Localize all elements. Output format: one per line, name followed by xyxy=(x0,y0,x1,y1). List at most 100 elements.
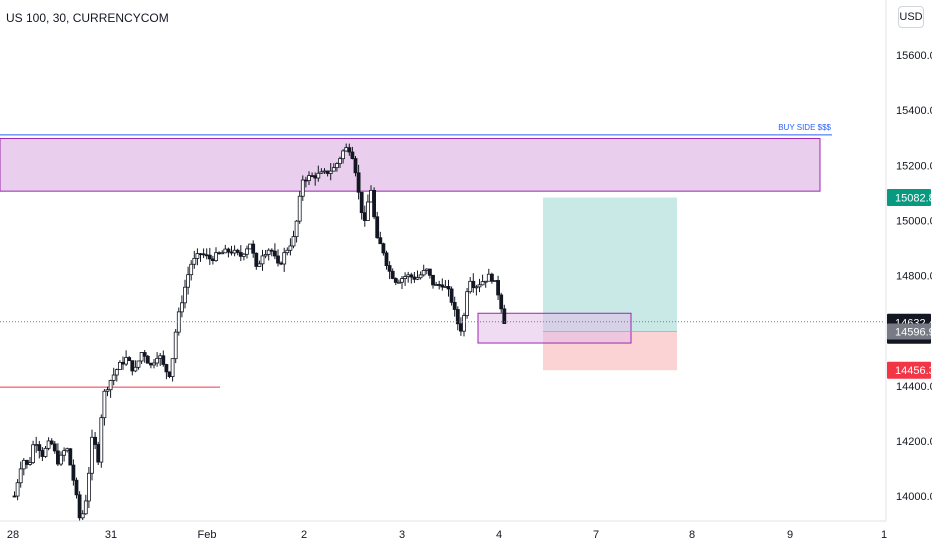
candle-body xyxy=(59,454,63,465)
candle-body xyxy=(465,291,470,316)
candle-body xyxy=(396,281,401,284)
price-axis[interactable]: 15600.0 15400.0 15200.0 15000.0 14800.0 14400… xyxy=(885,0,932,550)
candle-body xyxy=(353,158,358,174)
candle-body xyxy=(421,270,426,276)
candle-body xyxy=(418,274,423,279)
candle-body xyxy=(74,479,79,496)
y-tick-label: 15400.0 xyxy=(896,105,932,117)
candle-body xyxy=(483,280,488,283)
candle-body xyxy=(251,243,256,254)
candle-body xyxy=(350,151,355,159)
candle-body xyxy=(105,389,110,392)
candle-body xyxy=(424,268,429,271)
candle-body xyxy=(80,513,85,519)
candle-body xyxy=(173,331,178,360)
candle-body xyxy=(71,464,76,481)
demand-zone xyxy=(477,312,632,344)
candle-body xyxy=(214,252,218,262)
candle-body xyxy=(198,253,203,256)
candle-body xyxy=(111,374,116,381)
candle-body xyxy=(390,270,395,279)
candle-body xyxy=(341,150,346,160)
currency-button[interactable]: USD xyxy=(898,6,924,28)
candle-body xyxy=(269,249,274,252)
x-tick-label: 3 xyxy=(399,529,405,541)
candle-body xyxy=(331,167,336,172)
entry-price-label-bg xyxy=(887,323,931,340)
candle-body xyxy=(201,253,206,256)
y-tick-label: 15200.0 xyxy=(896,160,932,172)
candle-body xyxy=(384,252,389,266)
candle-body xyxy=(83,500,88,515)
candle-body xyxy=(189,263,194,276)
y-tick-label: 14800.0 xyxy=(896,271,932,283)
candle-body xyxy=(375,216,380,239)
candle-body xyxy=(403,276,408,279)
candle-body xyxy=(462,315,466,332)
target-zone xyxy=(543,197,677,332)
candle-body xyxy=(15,482,20,497)
price-axis-bg xyxy=(886,0,932,550)
candle-body xyxy=(276,255,280,264)
candle-body xyxy=(412,276,417,280)
candle-body xyxy=(183,286,187,304)
candle-body xyxy=(285,249,290,254)
candle-body xyxy=(303,179,308,182)
candle-body xyxy=(486,273,491,282)
candle-body xyxy=(142,352,147,357)
candle-body xyxy=(471,280,476,289)
candle-body xyxy=(130,360,135,372)
candle-body xyxy=(458,323,463,332)
x-tick-label: 4 xyxy=(496,529,502,541)
candle-body xyxy=(381,243,386,254)
candle-body xyxy=(195,253,200,259)
candle-body xyxy=(31,444,36,464)
candle-body xyxy=(56,450,60,465)
chart-drawings: BUY SIDE $$$ xyxy=(0,123,832,388)
candle-body xyxy=(347,147,352,153)
candle-body xyxy=(217,252,222,255)
x-tick-label: 2 xyxy=(301,529,307,541)
candle-body xyxy=(446,286,451,290)
candle-body xyxy=(223,248,228,254)
candle-body xyxy=(415,277,420,280)
candle-body xyxy=(254,252,259,267)
candle-body xyxy=(121,361,125,365)
candle-body xyxy=(427,268,432,276)
candle-body xyxy=(77,494,82,519)
candle-body xyxy=(369,189,373,203)
candle-body xyxy=(18,468,23,484)
candle-body xyxy=(499,294,504,310)
candle-body xyxy=(21,459,26,470)
candle-body xyxy=(241,253,246,257)
buyside-label: BUY SIDE $$$ xyxy=(778,123,831,132)
candle-body xyxy=(294,220,299,238)
candle-body xyxy=(87,472,91,502)
candle-body xyxy=(372,189,377,218)
candle-body xyxy=(43,447,48,457)
candle-body xyxy=(449,288,454,303)
candle-body xyxy=(192,257,197,265)
candle-body xyxy=(46,440,51,449)
candle-body xyxy=(409,274,414,278)
time-axis[interactable]: 28 31 Feb 2 3 4 7 8 9 1 xyxy=(0,520,932,550)
candlestick-series xyxy=(12,143,507,525)
symbol-title[interactable]: US 100, 30, CURRENCYCOM xyxy=(6,11,169,25)
candle-body xyxy=(406,274,411,277)
candle-body xyxy=(291,236,296,247)
target-price-label-bg xyxy=(887,189,931,207)
candle-body xyxy=(145,355,150,364)
candle-body xyxy=(235,249,240,253)
y-tick-label: 14400.0 xyxy=(896,381,932,393)
candle-body xyxy=(102,390,107,419)
candle-body xyxy=(93,436,97,445)
candle-body xyxy=(155,357,160,364)
candle-body xyxy=(127,357,132,362)
candle-body xyxy=(493,280,497,282)
candle-body xyxy=(136,360,141,368)
y-tick-label: 14200.0 xyxy=(896,436,932,448)
candle-body xyxy=(90,436,94,474)
x-tick-label: 8 xyxy=(689,529,695,541)
candle-body xyxy=(139,352,144,362)
